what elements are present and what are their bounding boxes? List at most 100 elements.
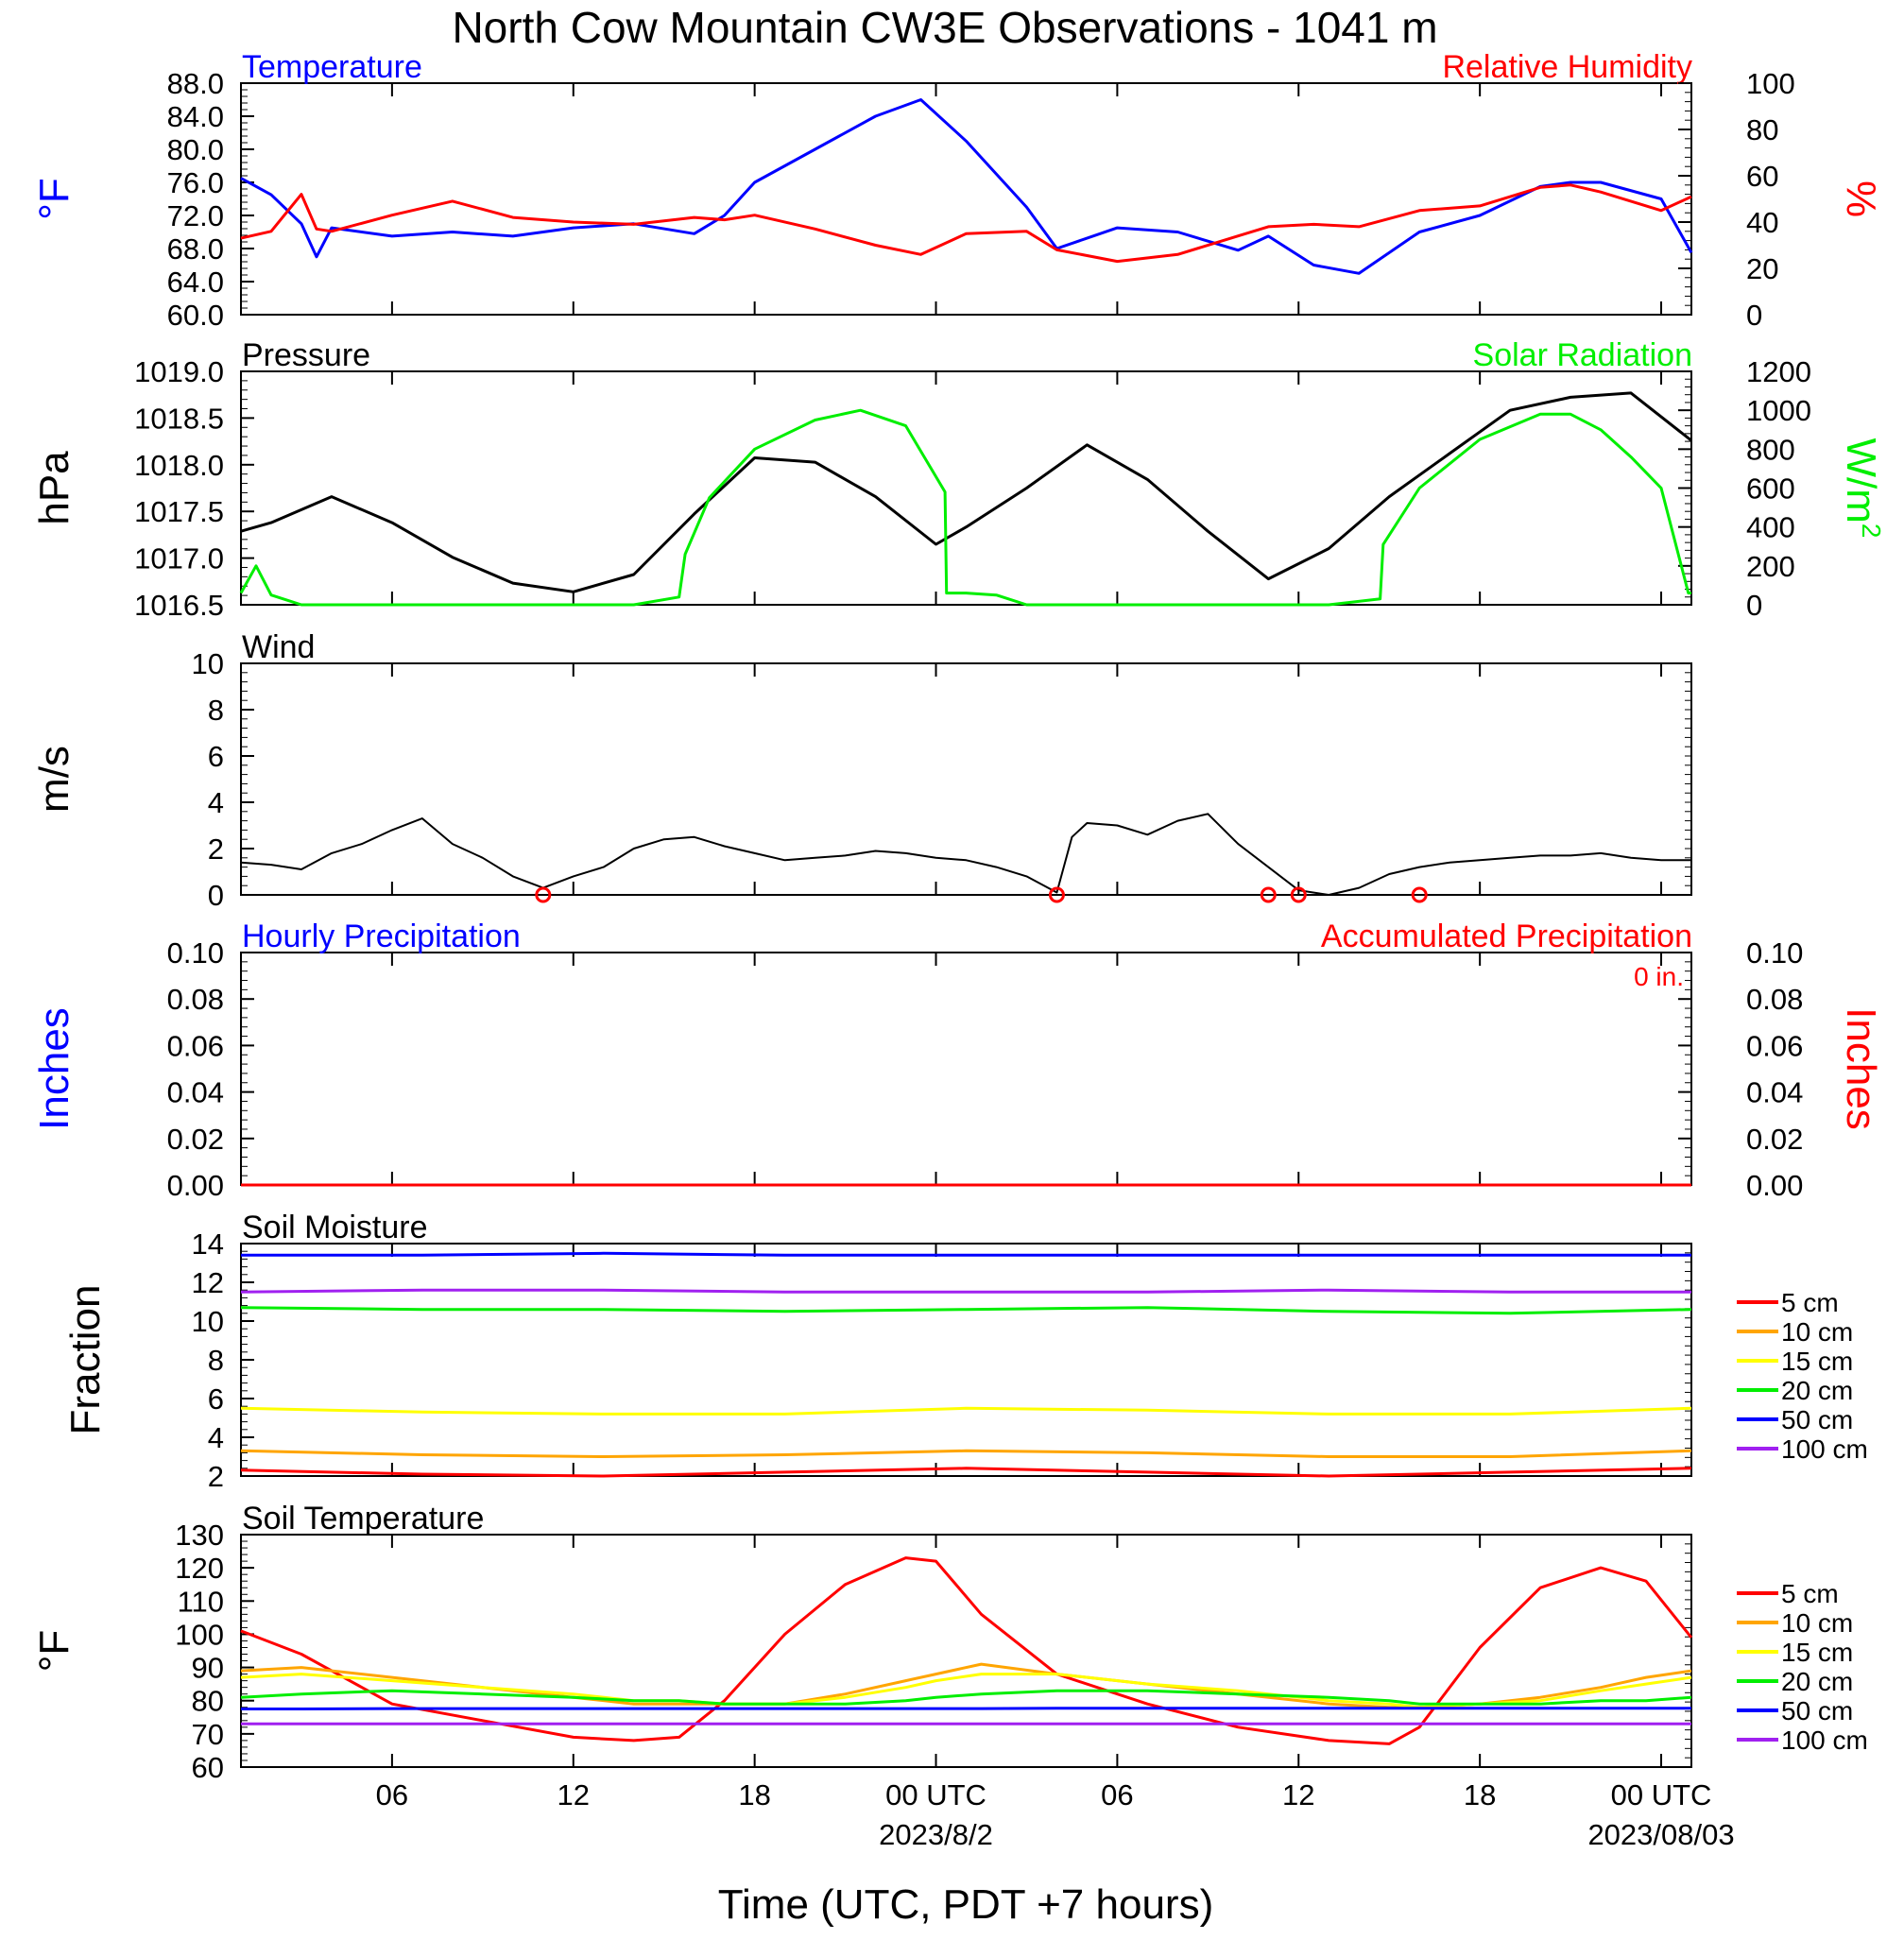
y-tick-label-right: 0 [1746, 589, 1762, 622]
legend-label: 50 cm [1781, 1696, 1853, 1725]
y-tick-label-right: 60 [1746, 160, 1778, 193]
y-tick-label: 1018.0 [134, 449, 224, 482]
panel-frame [240, 662, 1692, 896]
y-tick-label: 88.0 [167, 67, 224, 100]
calm-wind-marker [1290, 886, 1307, 903]
precip-total-annotation: 0 in. [1634, 962, 1684, 991]
legend-label: 5 cm [1781, 1579, 1839, 1608]
y-axis-label-left: Inches [31, 1007, 77, 1130]
panel-2: Pressure Solar Radiation 1019.0 1018.5 1018.… [31, 337, 1886, 622]
legend-label: 5 cm [1781, 1288, 1839, 1317]
y-tick-label: 0.06 [167, 1029, 224, 1062]
series-line-pressure [240, 391, 1692, 593]
y-tick-label: 1017.0 [134, 542, 224, 575]
y-tick-label: 0.02 [167, 1123, 224, 1156]
series-line-temperature [240, 98, 1693, 275]
y-tick-label-right: 100 [1746, 67, 1795, 100]
y-axis-label-left: Fraction [62, 1285, 109, 1435]
y-axis-label-left: hPa [31, 451, 77, 525]
y-tick-label: 10 [192, 1305, 224, 1338]
panel-title-left: Soil Moisture [242, 1210, 428, 1245]
y-tick-label: 8 [208, 694, 224, 727]
panel-frame [240, 1534, 1692, 1768]
panel-title-left: Pressure [242, 337, 370, 373]
y-tick-label: 100 [175, 1618, 224, 1651]
legend-label: 15 cm [1781, 1347, 1853, 1376]
legend-label: 15 cm [1781, 1638, 1853, 1667]
y-tick-label-right: 0.10 [1746, 936, 1803, 970]
y-tick-label: 1017.5 [134, 495, 224, 528]
y-tick-label-right: 800 [1746, 433, 1795, 466]
y-axis-label-left: °F [31, 1630, 77, 1672]
y-axis-label-right: W/m2 [1838, 438, 1886, 539]
y-tick-label-right: 400 [1746, 511, 1795, 544]
legend-label: 10 cm [1781, 1317, 1853, 1347]
y-axis-label-right: % [1838, 180, 1884, 217]
y-tick-label-right: 40 [1746, 206, 1778, 239]
y-tick-label: 68.0 [167, 232, 224, 266]
calm-wind-marker [1260, 886, 1277, 903]
panel-frame [240, 1243, 1692, 1477]
y-tick-label: 1018.5 [134, 402, 224, 435]
ylabel-superscript: 2 [1857, 524, 1886, 539]
panel-title-right: Relative Humidity [1442, 49, 1692, 85]
y-tick-label: 10 [192, 647, 224, 680]
panel-title-right: Solar Radiation [1473, 337, 1692, 373]
y-tick-label: 76.0 [167, 166, 224, 199]
panel-3: Wind 10 8 6 4 2 0 m/s [31, 629, 1692, 912]
y-tick-label-right: 600 [1746, 472, 1795, 506]
y-tick-label-right: 1200 [1746, 355, 1811, 388]
series-line-50-cm [241, 1251, 1691, 1257]
y-tick-label: 0.00 [167, 1169, 224, 1202]
panel-title-left: Wind [242, 629, 315, 665]
x-tick-label: 18 [738, 1778, 770, 1811]
y-tick-label: 4 [208, 786, 224, 819]
panel-1: Temperature Relative Humidity 88.084.080.0… [31, 49, 1884, 332]
x-tick-label: 18 [1464, 1778, 1496, 1811]
panel-frame [240, 952, 1692, 1186]
y-tick-label: 120 [175, 1552, 224, 1585]
figure-title: North Cow Mountain CW3E Observations - 1… [452, 3, 1437, 52]
y-tick-label: 4 [208, 1421, 224, 1454]
y-tick-label: 12 [192, 1266, 224, 1299]
y-tick-label-right: 0.00 [1746, 1169, 1803, 1202]
series-line-5-cm [240, 1556, 1693, 1745]
y-tick-label: 6 [208, 740, 224, 773]
y-axis-label-left: m/s [31, 746, 77, 813]
legend-label: 20 cm [1781, 1376, 1853, 1405]
y-tick-label: 0.08 [167, 983, 224, 1016]
x-tick-label: 06 [376, 1778, 408, 1811]
x-date-label: 2023/8/2 [879, 1818, 993, 1851]
y-tick-label-right: 0.06 [1746, 1029, 1803, 1062]
y-tick-label: 6 [208, 1382, 224, 1416]
y-tick-label: 130 [175, 1519, 224, 1552]
y-tick-label: 1019.0 [134, 355, 224, 388]
y-tick-label: 72.0 [167, 199, 224, 232]
y-tick-label: 2 [208, 833, 224, 866]
x-tick-label: 12 [1282, 1778, 1314, 1811]
y-tick-label: 80.0 [167, 133, 224, 166]
y-axis-label-right: Inches [1838, 1007, 1884, 1130]
series-line-20-cm [240, 1689, 1692, 1706]
y-tick-label-right: 1000 [1746, 394, 1811, 427]
y-tick-label: 84.0 [167, 100, 224, 133]
series-line-relative-humidity [240, 183, 1692, 264]
y-tick-label-right: 0.08 [1746, 983, 1803, 1016]
y-tick-label: 80 [192, 1685, 224, 1718]
calm-wind-marker [1048, 886, 1065, 903]
x-tick-label: 12 [557, 1778, 590, 1811]
panel-4: Hourly Precipitation Accumulated Precipit… [31, 918, 1884, 1202]
series-line-wind [240, 813, 1691, 896]
y-tick-label: 60 [192, 1751, 224, 1784]
series-line-20-cm [240, 1306, 1692, 1315]
panel-frame [240, 82, 1692, 316]
y-tick-label-right: 80 [1746, 113, 1778, 146]
y-tick-label: 8 [208, 1344, 224, 1377]
legend-label: 50 cm [1781, 1405, 1853, 1434]
y-tick-label: 110 [178, 1585, 224, 1618]
panel-title-left: Temperature [242, 49, 422, 85]
panel-title-left: Soil Temperature [242, 1501, 484, 1537]
